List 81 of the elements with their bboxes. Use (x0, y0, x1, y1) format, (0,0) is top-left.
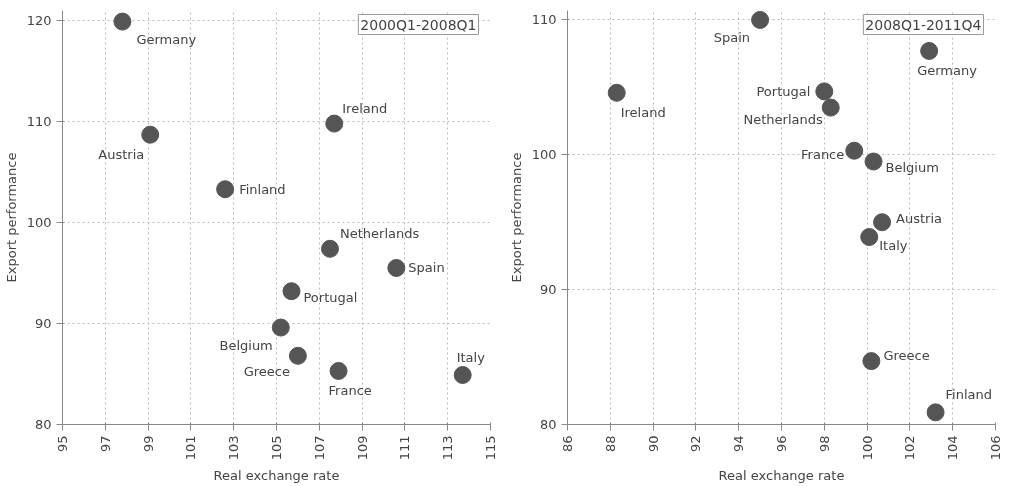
annotation: France (328, 382, 372, 398)
annotation: Netherlands (743, 111, 823, 127)
x-tick-label: 111 (397, 435, 413, 461)
annotation: Belgium (885, 160, 939, 176)
annotation: Spain (713, 29, 751, 45)
annotation: Finland (945, 387, 993, 403)
x-tick-label: 94 (731, 435, 747, 453)
y-tick-label: 90 (34, 316, 52, 332)
x-tick-label: 113 (440, 435, 456, 461)
annotation: 2008Q1-2011Q4 (865, 16, 982, 33)
point (113, 12, 132, 31)
point (864, 152, 883, 171)
x-tick-label: 99 (140, 435, 156, 453)
annotation: Austria (896, 210, 943, 226)
x-tick-label: 88 (602, 435, 618, 453)
annotation: Ireland (620, 104, 666, 120)
point (329, 362, 348, 380)
point (873, 213, 892, 232)
x-tick-label: 96 (774, 435, 789, 453)
point (288, 346, 307, 365)
x-tick-label: 95 (55, 435, 70, 453)
x-tick-label: 104 (945, 435, 961, 461)
y-tick-label: 100 (531, 147, 557, 163)
annotation: Netherlands (340, 225, 420, 241)
x-tick-label: 106 (988, 435, 1003, 461)
point (751, 10, 770, 29)
x-tick-label: 115 (483, 435, 498, 461)
x-axis-title: Real exchange rate (718, 468, 845, 484)
annotation: Italy (879, 237, 908, 253)
annotation: Spain (408, 260, 445, 276)
point (216, 180, 235, 199)
x-tick-label: 105 (269, 435, 284, 461)
x-tick-label: 101 (183, 435, 199, 461)
y-axis-title: Export performance (3, 152, 19, 283)
x-tick-label: 86 (560, 435, 575, 453)
x-tick-label: 103 (226, 435, 242, 461)
point (453, 366, 472, 385)
point (845, 141, 864, 160)
y-tick-label: 110 (26, 114, 52, 130)
y-tick-label: 120 (26, 13, 52, 29)
point (321, 239, 339, 258)
annotation: Ireland (342, 100, 388, 116)
point (860, 228, 879, 247)
point (920, 41, 939, 60)
x-tick-label: 102 (902, 435, 918, 461)
y-tick-label: 90 (539, 282, 557, 298)
annotation: Portugal (303, 289, 358, 305)
annotation: Belgium (219, 337, 273, 353)
annotation: Austria (98, 146, 145, 162)
point (271, 318, 290, 337)
x-tick-label: 100 (859, 435, 875, 461)
y-tick-label: 80 (34, 417, 52, 432)
point (607, 83, 626, 102)
point (926, 403, 945, 422)
x-tick-label: 107 (311, 435, 327, 461)
x-tick-label: 109 (354, 435, 370, 461)
x-tick-label: 90 (645, 435, 661, 453)
x-tick-label: 92 (688, 435, 704, 453)
annotation: Italy (456, 350, 486, 366)
point (282, 282, 301, 301)
annotation: 2000Q1-2008Q1 (360, 16, 477, 33)
point (387, 259, 406, 277)
y-axis-title: Export performance (508, 152, 524, 283)
annotation: Finland (239, 181, 286, 197)
annotation: France (801, 147, 845, 163)
x-tick-label: 97 (97, 435, 113, 453)
point (862, 352, 881, 371)
x-axis-title: Real exchange rate (213, 468, 340, 484)
annotation: Germany (136, 31, 197, 47)
point (141, 125, 160, 144)
annotation: Greece (243, 363, 290, 379)
point (821, 98, 840, 117)
point (325, 114, 344, 133)
y-tick-label: 110 (531, 12, 557, 28)
annotation: Portugal (756, 83, 811, 99)
annotation: Germany (917, 62, 978, 78)
y-tick-label: 80 (539, 417, 557, 432)
annotation: Greece (883, 347, 930, 363)
y-tick-label: 100 (26, 215, 52, 231)
point (815, 82, 834, 101)
x-tick-label: 98 (816, 435, 832, 453)
